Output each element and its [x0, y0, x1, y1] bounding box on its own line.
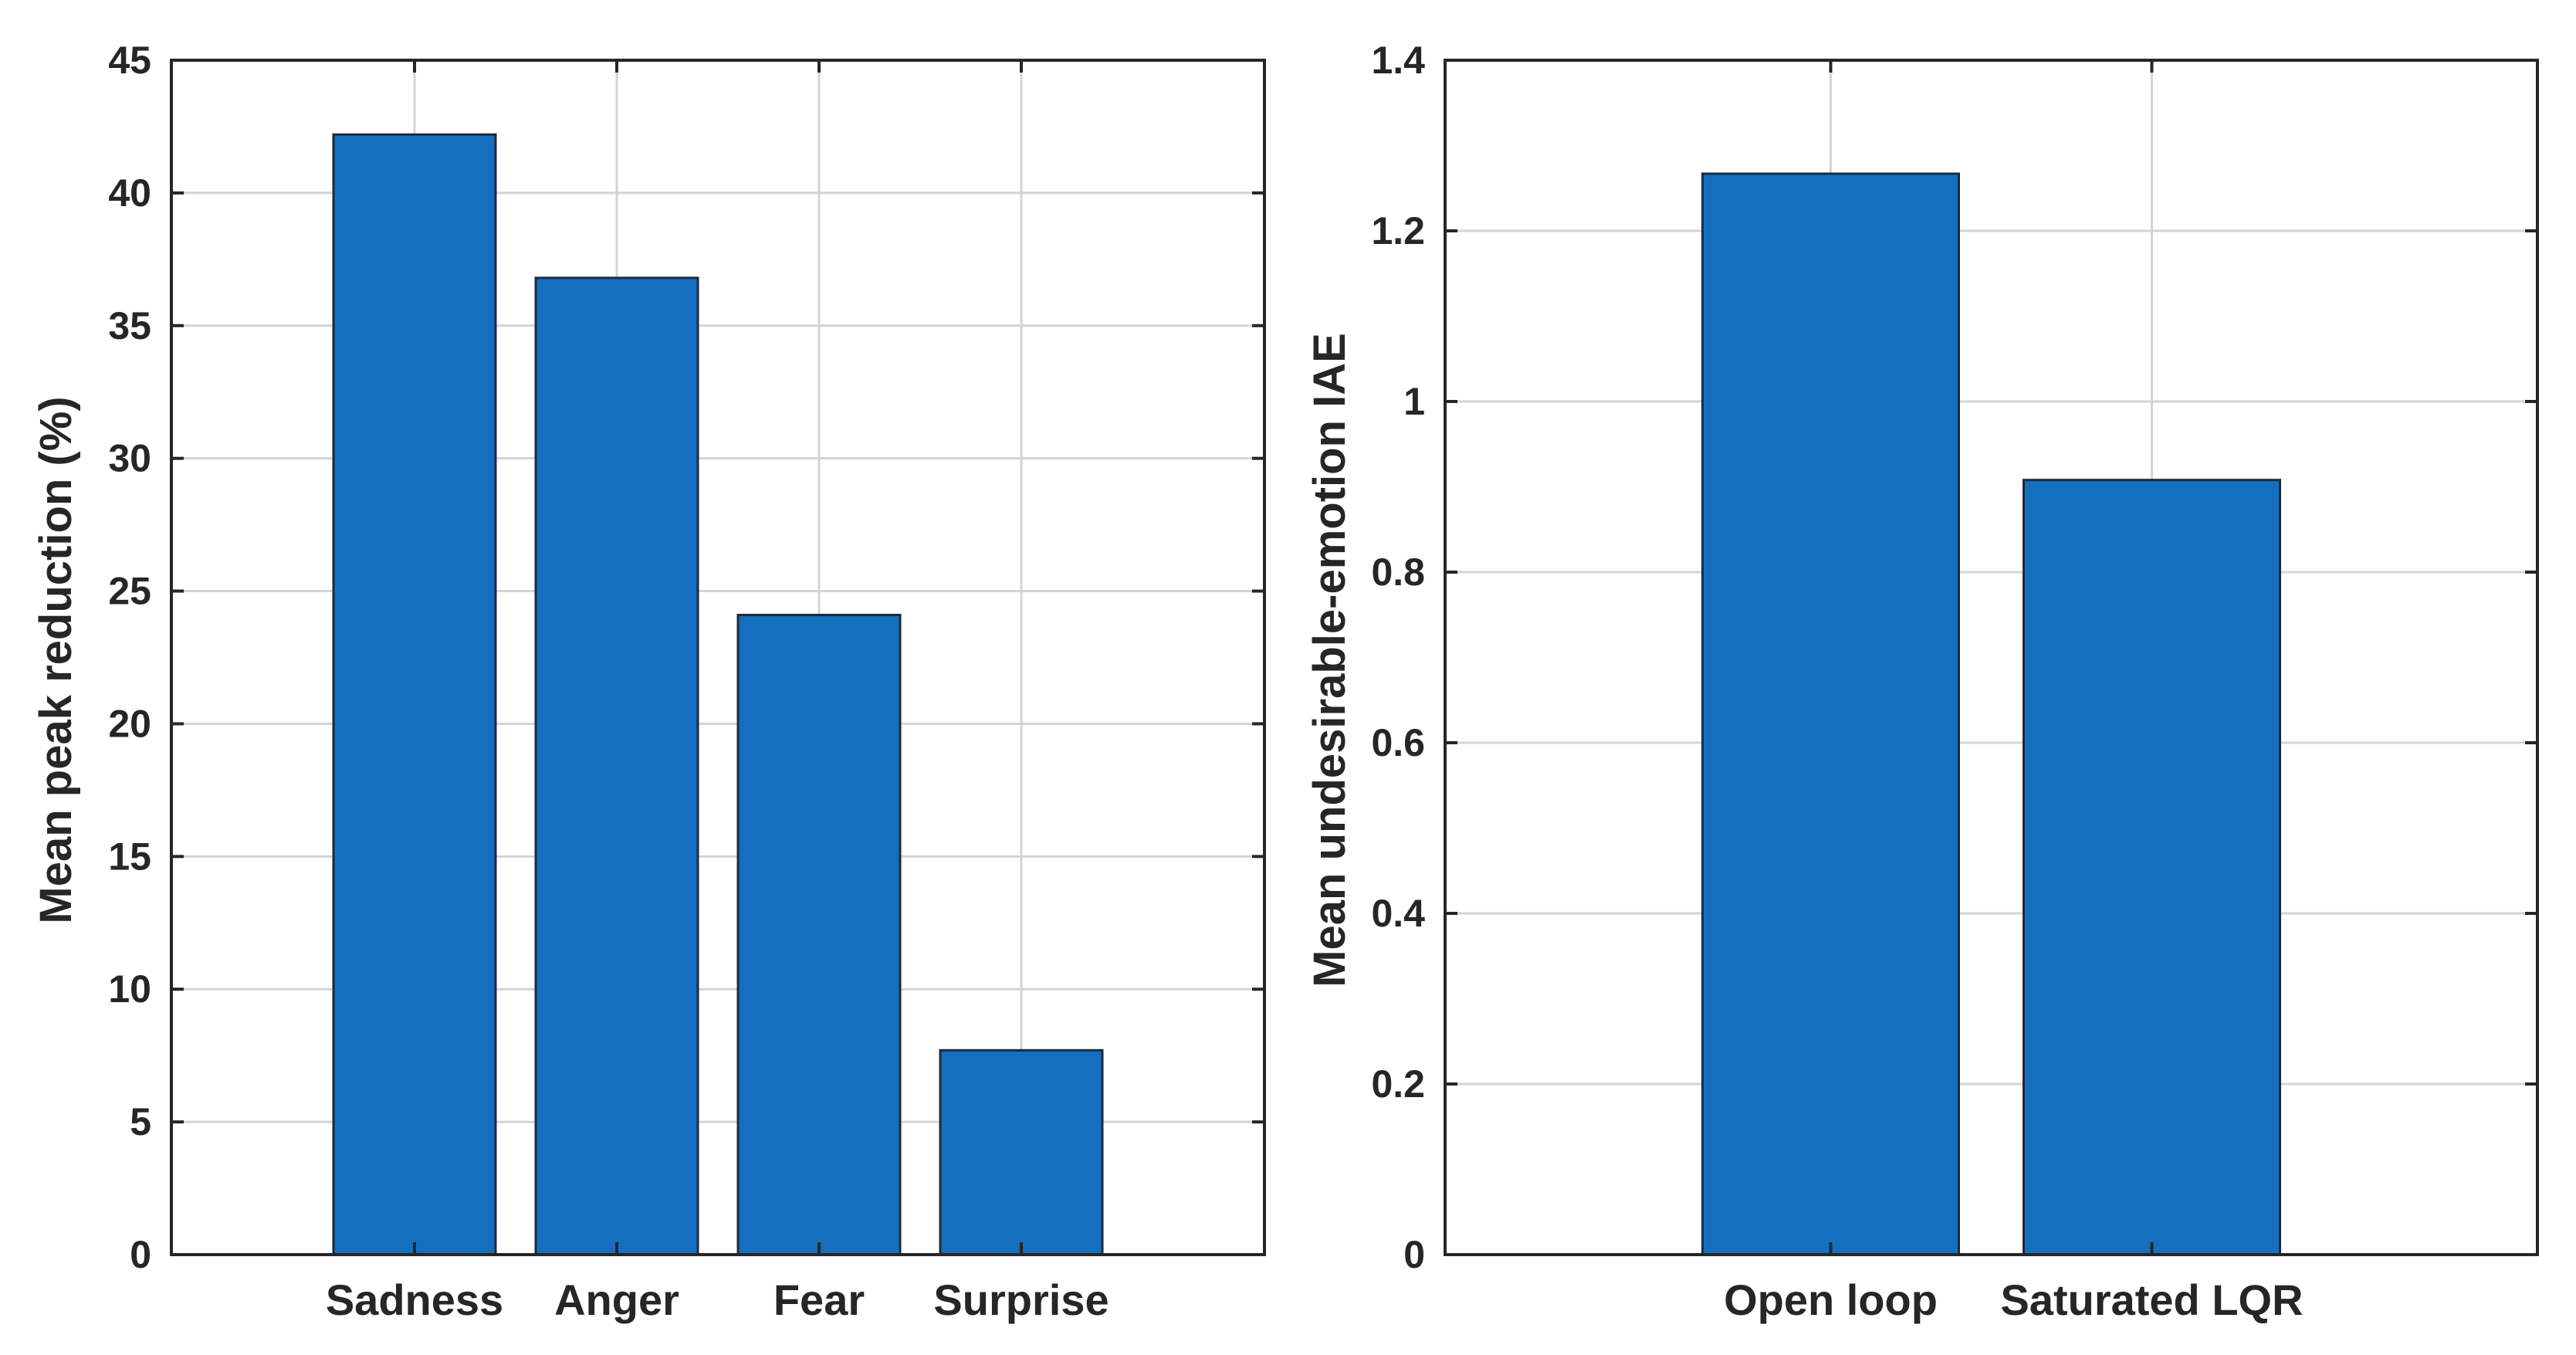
right-bar-open-loop — [1701, 172, 1960, 1256]
left-ytick-label: 5 — [130, 1100, 151, 1143]
left-y-axis-label: Mean peak reduction (%) — [31, 396, 81, 923]
left-ytick-label: 40 — [108, 171, 151, 215]
right-ytick-label: 1 — [1403, 380, 1425, 423]
left-ytick-label: 15 — [108, 835, 151, 878]
right-ytick-label: 1.2 — [1371, 209, 1425, 252]
right-bar-saturated-lqr — [2023, 479, 2281, 1256]
left-ytick-label: 30 — [108, 437, 151, 480]
right-ytick-label: 0.6 — [1371, 721, 1425, 764]
left-bar-chart: 0 5 10 15 20 25 30 35 40 45 Sadness Anger Fear Surpr… — [31, 39, 1266, 1324]
right-xtick-label: Open loop — [1724, 1275, 1938, 1324]
right-ytick-label: 0 — [1403, 1233, 1425, 1276]
left-ytick-label: 10 — [108, 967, 151, 1011]
left-bar-sadness — [332, 133, 497, 1256]
left-ytick-label: 45 — [108, 39, 151, 82]
left-xtick-label: Sadness — [326, 1275, 503, 1324]
left-bar-surprise — [939, 1048, 1104, 1256]
left-ytick-label: 20 — [108, 702, 151, 745]
right-ytick-label: 0.4 — [1371, 892, 1425, 935]
left-axes-box — [170, 59, 1266, 1256]
right-axes-box — [1444, 59, 2539, 1256]
right-y-axis-label: Mean undesirable-emotion IAE — [1305, 333, 1355, 987]
right-xtick-label: Saturated LQR — [2000, 1275, 2303, 1324]
left-ytick-label: 25 — [108, 570, 151, 613]
left-xtick-label: Fear — [773, 1275, 865, 1324]
left-xtick-label: Surprise — [933, 1275, 1109, 1324]
right-ytick-label: 0.8 — [1371, 550, 1425, 594]
left-bar-anger — [534, 276, 699, 1256]
right-bar-chart: 0 0.2 0.4 0.6 0.8 1 1.2 1.4 Open loop Saturated … — [1305, 39, 2539, 1324]
left-ytick-label: 0 — [130, 1233, 151, 1276]
right-ytick-label: 0.2 — [1371, 1062, 1425, 1106]
left-ytick-label: 35 — [108, 304, 151, 347]
left-bar-fear — [736, 613, 902, 1256]
right-ytick-label: 1.4 — [1371, 39, 1425, 82]
left-xtick-label: Anger — [554, 1275, 679, 1324]
